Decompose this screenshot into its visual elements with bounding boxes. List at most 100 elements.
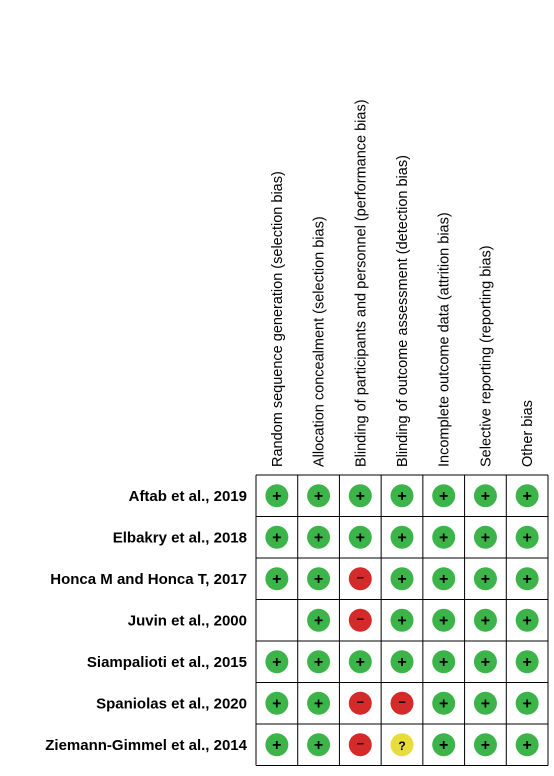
judgement-mark: + [307, 525, 331, 549]
judgement-symbol: + [522, 695, 531, 712]
judgement-symbol: + [522, 737, 531, 754]
study-label: Elbakry et al., 2018 [113, 529, 247, 546]
judgement-symbol: + [522, 571, 531, 588]
judgement-mark: + [390, 608, 414, 632]
judgement-symbol: + [439, 571, 448, 588]
judgement-mark: + [265, 650, 289, 674]
column-label: Random sequence generation (selection bi… [270, 171, 286, 467]
judgement-symbol: − [398, 694, 406, 709]
judgement-mark: + [432, 691, 456, 715]
judgement-circle [265, 691, 289, 715]
judgement-symbol: + [522, 654, 531, 671]
judgement-mark: − [348, 733, 372, 757]
judgement-symbol: + [314, 737, 323, 754]
judgement-circle [473, 650, 497, 674]
judgement-circle [432, 525, 456, 549]
judgement-circle [390, 691, 414, 715]
judgement-circle [307, 525, 331, 549]
judgement-symbol: + [397, 571, 406, 588]
judgement-symbol: + [356, 488, 365, 505]
judgement-circle [307, 691, 331, 715]
judgement-circle [515, 650, 539, 674]
judgement-symbol: + [522, 488, 531, 505]
judgement-circle [515, 691, 539, 715]
judgement-mark: + [307, 691, 331, 715]
judgement-symbol: + [397, 612, 406, 629]
judgement-mark: + [473, 691, 497, 715]
judgement-symbol: + [481, 654, 490, 671]
judgement-symbol: + [439, 529, 448, 546]
judgement-mark: + [515, 608, 539, 632]
judgement-mark: + [390, 484, 414, 508]
judgement-symbol: + [272, 571, 281, 588]
judgement-cells: + + + + + + + + + + + + + + + + − + + + + + − + + + + + + + + + + + + + − − + +… [265, 484, 539, 757]
judgement-mark: + [307, 733, 331, 757]
judgement-circle [515, 484, 539, 508]
judgement-circle [473, 608, 497, 632]
judgement-circle [390, 484, 414, 508]
judgement-circle [265, 650, 289, 674]
judgement-mark: + [515, 733, 539, 757]
judgement-circle [348, 567, 372, 591]
column-label: Blinding of participants and personnel (… [353, 99, 369, 467]
judgement-mark: + [348, 650, 372, 674]
judgement-circle [307, 608, 331, 632]
judgement-mark: + [265, 691, 289, 715]
judgement-circle [515, 567, 539, 591]
judgement-circle [265, 525, 289, 549]
judgement-symbol: + [356, 529, 365, 546]
judgement-circle [348, 484, 372, 508]
judgement-mark: − [348, 691, 372, 715]
judgement-symbol: + [356, 654, 365, 671]
judgement-symbol: + [272, 737, 281, 754]
judgement-symbol: − [356, 570, 364, 585]
judgement-symbol: + [272, 695, 281, 712]
judgement-circle [515, 733, 539, 757]
judgement-mark: + [307, 484, 331, 508]
judgement-symbol: + [397, 488, 406, 505]
judgement-symbol: + [314, 529, 323, 546]
judgement-mark: + [515, 650, 539, 674]
judgement-circle [515, 525, 539, 549]
judgement-mark: − [348, 608, 372, 632]
judgement-mark: + [515, 567, 539, 591]
judgement-mark: + [473, 484, 497, 508]
column-label: Other bias [520, 400, 536, 467]
judgement-mark: + [265, 525, 289, 549]
judgement-mark: + [307, 650, 331, 674]
judgement-mark: + [307, 567, 331, 591]
study-label: Aftab et al., 2019 [129, 488, 247, 505]
study-label: Juvin et al., 2000 [128, 612, 247, 629]
judgement-mark: + [473, 525, 497, 549]
judgement-mark: + [348, 525, 372, 549]
judgement-circle [307, 650, 331, 674]
judgement-symbol: − [356, 611, 364, 626]
judgement-symbol: + [481, 695, 490, 712]
judgement-circle [265, 567, 289, 591]
judgement-circle [473, 525, 497, 549]
judgement-circle [348, 525, 372, 549]
judgement-circle [348, 650, 372, 674]
judgement-mark: + [390, 525, 414, 549]
judgement-circle [265, 484, 289, 508]
judgement-symbol: + [481, 571, 490, 588]
judgement-symbol: − [356, 694, 364, 709]
judgement-symbol: + [272, 529, 281, 546]
judgement-circle [473, 691, 497, 715]
table-grid [255, 474, 549, 766]
judgement-circle [432, 608, 456, 632]
judgement-symbol: + [522, 612, 531, 629]
judgement-mark: + [432, 525, 456, 549]
judgement-circle [390, 733, 414, 757]
judgement-mark: − [348, 567, 372, 591]
judgement-circle [307, 484, 331, 508]
judgement-symbol: + [439, 612, 448, 629]
judgement-symbol: + [314, 695, 323, 712]
judgement-circle [348, 733, 372, 757]
judgement-circle [432, 691, 456, 715]
judgement-symbol: + [439, 737, 448, 754]
judgement-circle [432, 567, 456, 591]
study-label: Spaniolas et al., 2020 [96, 695, 247, 712]
judgement-circle [473, 733, 497, 757]
